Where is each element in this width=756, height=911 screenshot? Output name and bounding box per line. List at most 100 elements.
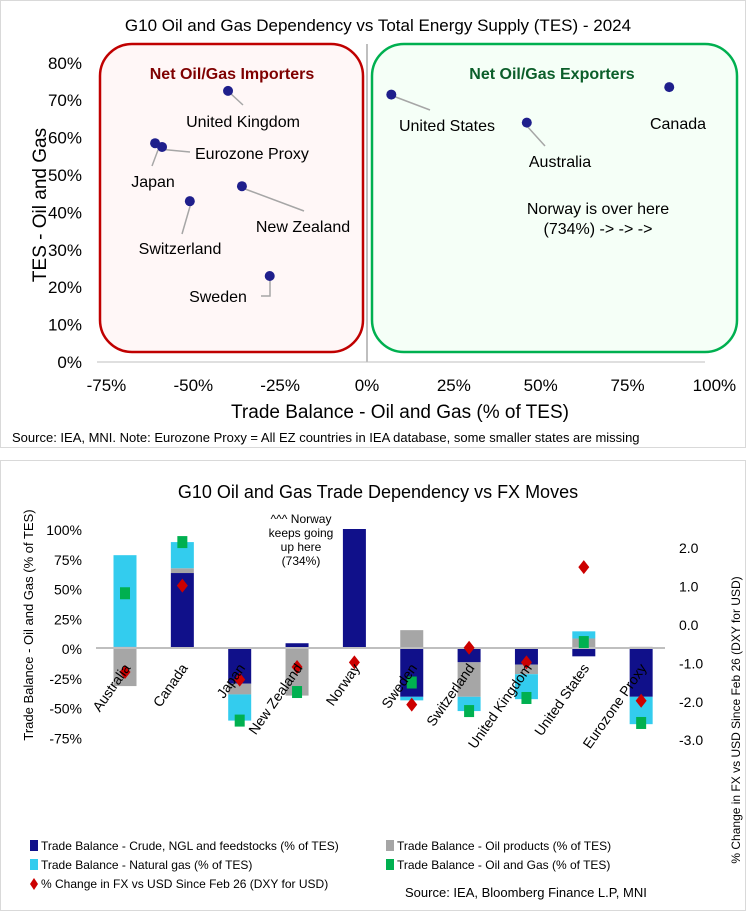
bar-segment [514,674,538,700]
legend-swatch [30,878,38,890]
fx-change-marker [635,693,647,708]
data-point [236,181,247,192]
x-tick-label: 50% [524,376,558,395]
importers-region [98,42,365,354]
oil-gas-total-marker [234,714,245,727]
bar-segment [170,568,194,574]
legend-label: Trade Balance - Natural gas (% of TES) [41,858,252,872]
y-tick-label: 20% [48,278,82,297]
legend-label: % Change in FX vs USD Since Feb 26 (DXY … [41,877,328,891]
bar-segment [228,683,252,695]
bar-segment [629,646,653,648]
y-tick-label: 10% [48,316,82,335]
norway-annotation-line4: (734%) [282,554,321,568]
norway-annotation-line3: up here [281,540,322,554]
legend-label: Trade Balance - Oil products (% of TES) [397,839,611,853]
y-tick-label: 0% [62,641,82,657]
x-tick-label: 100% [693,376,736,395]
leader-line [392,95,431,111]
y2-tick-label: -2.0 [679,694,703,710]
chart-title: G10 Oil and Gas Dependency vs Total Ener… [125,16,631,35]
data-point [664,82,675,93]
bar-segment [457,696,481,712]
y2-tick-label: 2.0 [679,540,699,556]
x-tick-label: 75% [611,376,645,395]
point-label: United States [399,118,495,135]
y-tick-label: 70% [48,91,82,110]
legend-swatch [30,859,38,870]
bar-segment [400,648,424,697]
oil-gas-total-marker [406,676,417,689]
leader-line [181,202,192,235]
y2-axis-title: % Change in FX vs USD Since Feb 26 (DXY … [729,576,743,863]
legend-swatch [386,840,394,851]
fx-change-marker [291,660,303,675]
x-axis-title: Trade Balance - Oil and Gas (% of TES) [231,402,569,423]
oil-gas-total-marker [120,587,130,600]
y2-tick-label: -1.0 [679,655,703,671]
leader-line [525,124,546,147]
category-label: Japan [213,661,248,701]
data-point [184,196,195,207]
x-tick-label: 0% [355,376,380,395]
norway-annotation-line2: keeps going [269,526,334,540]
data-point [386,89,397,100]
chart-title: G10 Oil and Gas Trade Dependency vs FX M… [178,482,578,502]
norway-annotation-line1: Norway is over here [527,201,669,218]
x-tick-label: -25% [260,376,300,395]
bar-segment [113,555,137,647]
oil-gas-total-marker [578,636,589,649]
y-tick-label: 30% [48,241,82,260]
fx-change-marker [406,697,418,712]
point-label: Japan [131,174,175,191]
bar-segment [457,662,481,697]
y-tick-label: 60% [48,129,82,148]
bar-segment [228,694,252,721]
bar-segment [572,631,596,639]
bar-segment [170,542,194,569]
data-point [521,117,532,128]
bar-segment [629,648,653,697]
category-label: Canada [150,660,191,710]
bar-segment [572,638,596,648]
y-tick-label: 50% [48,166,82,185]
fx-change-marker [176,578,188,593]
y-tick-label: 0% [57,353,82,372]
source-note: Source: IEA, MNI. Note: Eurozone Proxy =… [12,430,640,445]
legend-swatch [386,859,394,870]
point-label: Eurozone Proxy [195,146,309,163]
bar-segment [629,696,653,725]
category-label: Australia [89,660,133,714]
leader-line [244,188,305,212]
norway-annotation-line1: ^^^ Norway [271,512,332,526]
y-tick-label: -25% [49,671,82,687]
bar-segment [170,573,194,648]
point-label: New Zealand [256,219,350,236]
y-axis-title: TES - Oil and Gas [30,128,51,282]
bar-segment [400,630,424,648]
y-tick-label: 40% [48,203,82,222]
y2-tick-label: 1.0 [679,579,699,595]
x-tick-label: -50% [173,376,213,395]
category-label: Eurozone Proxy [579,661,649,752]
exporters-region [370,42,739,354]
norway-annotation-line2: (734%) -> -> -> [544,221,653,238]
y-tick-label: 80% [48,54,82,73]
point-label: Switzerland [139,241,222,258]
bar-segment [400,696,424,701]
y2-tick-label: 0.0 [679,617,699,633]
y-tick-label: 50% [54,582,82,598]
category-label: Switzerland [423,661,478,729]
legend-label: Trade Balance - Crude, NGL and feedstock… [41,839,339,853]
legend-swatch [30,840,38,851]
category-label: United Kingdom [465,661,535,752]
panel-border [0,460,746,911]
bar-segment [572,648,596,657]
category-label: United States [531,661,592,739]
oil-gas-total-marker [521,691,532,704]
fx-change-marker [234,672,246,687]
point-label: United Kingdom [186,114,300,131]
point-label: Canada [650,116,706,133]
fx-change-marker [119,665,131,679]
bar-segment [113,648,137,687]
